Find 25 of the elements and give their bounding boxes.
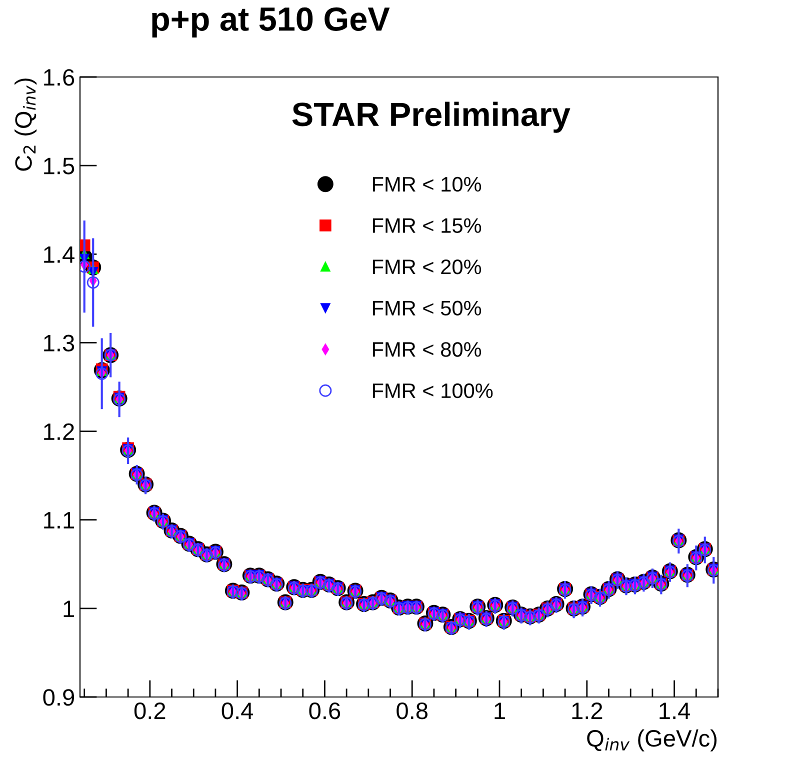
- legend-label: FMR < 15%: [372, 218, 482, 233]
- x-tick-label: 1.2: [572, 702, 602, 719]
- y-tick-label: 1: [64, 600, 74, 617]
- x-tick-label: 1: [494, 702, 505, 719]
- y-tick-label: 1.4: [44, 246, 74, 263]
- y-tick-label: 1.5: [44, 158, 74, 174]
- y-tick-label: 1.3: [44, 334, 74, 352]
- x-tick-label: 0.8: [396, 702, 428, 720]
- x-tick-label: 0.6: [309, 702, 340, 720]
- legend-label: FMR < 10%: [372, 176, 482, 192]
- y-tick-label: 0.9: [43, 689, 74, 706]
- y-tick-label: 1.1: [44, 512, 74, 528]
- chart-title: p+p at 510 GeV: [152, 7, 390, 38]
- x-axis-title: Q$_{inv}$ (GeV/c): [587, 729, 717, 752]
- x-tick-label: 1.4: [660, 702, 690, 719]
- y-tick-label: 1.6: [44, 69, 74, 86]
- y-axis-title: C$_{2}$ (Q$_{inv}$): [14, 78, 37, 171]
- y-tick-label: 1.2: [44, 423, 74, 440]
- legend-label: FMR < 80%: [372, 342, 482, 357]
- legend-label: FMR < 100%: [372, 383, 493, 398]
- x-tick-label: 0.2: [134, 702, 166, 720]
- legend-label: FMR < 50%: [372, 300, 482, 316]
- annotation: STAR Preliminary: [292, 102, 570, 133]
- legend-label: FMR < 20%: [372, 259, 482, 274]
- x-tick-label: 0.4: [222, 702, 254, 720]
